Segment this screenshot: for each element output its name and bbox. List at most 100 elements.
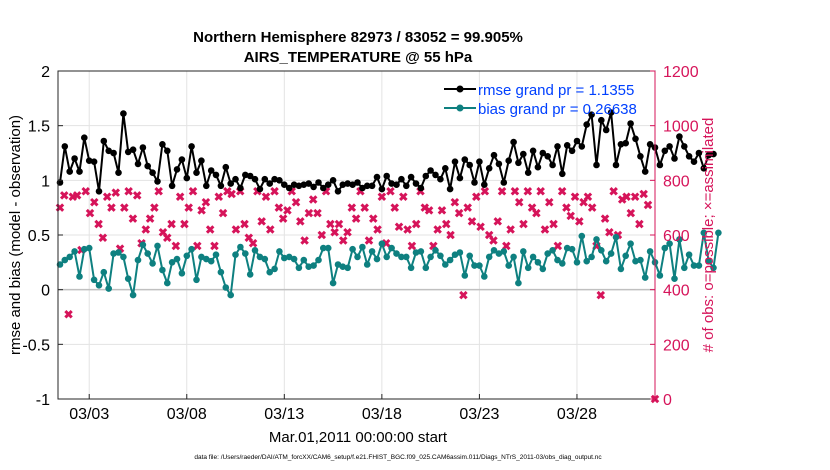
rmse-point bbox=[666, 143, 673, 150]
bias-point bbox=[61, 256, 69, 264]
bias-point bbox=[593, 236, 600, 243]
right-tick-label: 0 bbox=[663, 392, 672, 409]
obs-point bbox=[407, 241, 417, 251]
bias-point bbox=[300, 256, 308, 264]
obs-point-stroke bbox=[570, 192, 580, 201]
bias-point bbox=[427, 253, 434, 261]
left-tick-label: 2 bbox=[41, 64, 50, 81]
bias-point bbox=[212, 251, 220, 258]
left-tick-label: 0 bbox=[41, 283, 50, 300]
obs-point-stroke bbox=[214, 192, 224, 201]
bias-point bbox=[437, 252, 444, 260]
obs-point bbox=[291, 197, 301, 207]
bias-point bbox=[666, 240, 673, 247]
obs-point-stroke bbox=[536, 187, 545, 196]
bias-point bbox=[422, 264, 430, 272]
obs-point-stroke bbox=[553, 241, 563, 251]
bias-point bbox=[510, 253, 517, 261]
obs-point-stroke bbox=[120, 203, 129, 212]
rmse-point bbox=[285, 184, 293, 192]
obs-point bbox=[441, 219, 451, 229]
obs-point-stroke bbox=[107, 203, 116, 212]
obs-point bbox=[514, 197, 524, 207]
rmse-point bbox=[61, 143, 69, 150]
obs-point-stroke bbox=[98, 233, 108, 242]
bias-point bbox=[705, 257, 712, 265]
obs-point-stroke bbox=[639, 189, 648, 199]
right-tick-label: 400 bbox=[663, 283, 690, 300]
bias-point bbox=[612, 233, 620, 241]
rmse-point bbox=[246, 172, 254, 180]
bias-point bbox=[124, 275, 132, 283]
obs-point bbox=[622, 192, 631, 201]
rmse-point bbox=[71, 155, 78, 162]
rmse-point bbox=[637, 153, 644, 160]
obs-point-stroke bbox=[90, 197, 99, 207]
obs-point bbox=[188, 187, 198, 196]
bias-point bbox=[251, 247, 259, 254]
obs-point-stroke bbox=[111, 188, 121, 197]
bias-series bbox=[56, 229, 722, 299]
obs-point bbox=[377, 192, 387, 201]
bias-point bbox=[363, 261, 371, 268]
bias-point bbox=[466, 252, 474, 260]
obs-point bbox=[197, 206, 206, 215]
rmse-point bbox=[329, 177, 337, 184]
bias-point bbox=[573, 259, 581, 266]
rmse-point bbox=[368, 182, 376, 190]
obs-point bbox=[72, 191, 82, 200]
obs-point-stroke bbox=[300, 236, 309, 245]
y-axis-label-right: # of obs: o=possible; ×=assimilated bbox=[700, 118, 717, 353]
bias-point bbox=[227, 291, 234, 299]
bias-point bbox=[656, 272, 664, 279]
rmse-point bbox=[183, 174, 191, 182]
bias-point bbox=[237, 243, 244, 251]
bias-point bbox=[129, 291, 137, 299]
rmse-series bbox=[56, 109, 717, 195]
bias-point bbox=[539, 265, 547, 273]
obs-point bbox=[549, 219, 558, 229]
obs-point-stroke bbox=[527, 203, 537, 212]
obs-point-stroke bbox=[493, 217, 503, 226]
bias-point bbox=[583, 257, 590, 265]
obs-point-stroke bbox=[429, 241, 438, 251]
obs-point bbox=[630, 192, 640, 201]
rmse-point bbox=[90, 158, 98, 165]
bias-point bbox=[588, 253, 595, 261]
rmse-point bbox=[222, 163, 230, 171]
obs-point-stroke bbox=[158, 228, 168, 237]
bias-point bbox=[432, 247, 439, 254]
obs-point bbox=[107, 203, 116, 212]
obs-point bbox=[476, 222, 485, 232]
rmse-point bbox=[520, 150, 527, 158]
bias-point bbox=[602, 257, 610, 265]
bias-point bbox=[700, 229, 708, 237]
bias-point bbox=[481, 273, 488, 280]
rmse-point bbox=[539, 149, 547, 157]
obs-point bbox=[351, 214, 361, 223]
obs-point-stroke bbox=[450, 197, 460, 207]
bias-point bbox=[246, 271, 254, 278]
rmse-point bbox=[676, 133, 683, 140]
obs-point-stroke bbox=[102, 192, 112, 201]
obs-point bbox=[308, 195, 318, 204]
rmse-point bbox=[256, 185, 264, 193]
bias-point bbox=[85, 244, 93, 252]
obs-point bbox=[364, 236, 374, 245]
obs-point-stroke bbox=[433, 225, 442, 234]
obs-point-stroke bbox=[81, 187, 90, 196]
rmse-point bbox=[154, 178, 161, 185]
bias-point bbox=[349, 245, 356, 253]
bias-point bbox=[168, 259, 176, 266]
bias-point bbox=[637, 256, 644, 264]
x-tick-label: 03/08 bbox=[167, 406, 207, 423]
rmse-point bbox=[363, 182, 371, 190]
bias-point bbox=[568, 245, 576, 253]
obs-point-stroke bbox=[257, 217, 266, 226]
obs-point-stroke bbox=[609, 187, 618, 196]
right-tick-label: 200 bbox=[663, 337, 690, 354]
obs-point bbox=[605, 228, 614, 237]
obs-point bbox=[102, 192, 112, 201]
bias-point bbox=[144, 250, 151, 257]
bias-point bbox=[520, 248, 527, 255]
